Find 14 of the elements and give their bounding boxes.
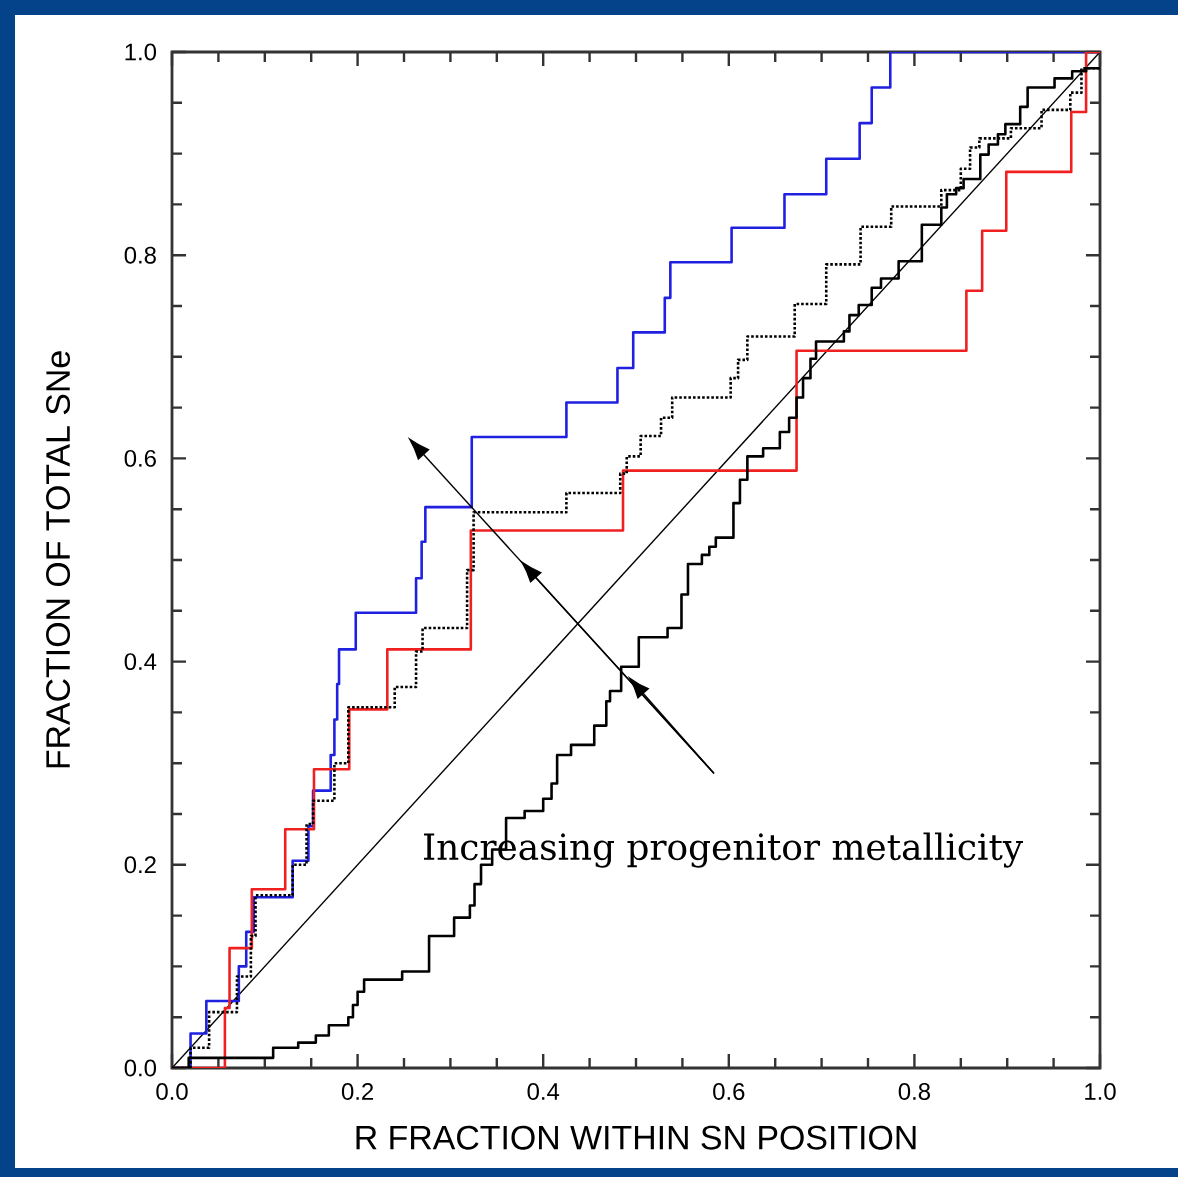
y-tick-label: 0.0	[124, 1059, 157, 1077]
y-tick-label: 0.4	[124, 653, 157, 671]
x-tick-label: 1.0	[1085, 1083, 1116, 1100]
x-tick-label: 0.8	[898, 1083, 930, 1100]
x-tick-label: 0.4	[527, 1083, 560, 1100]
x-tick-label: 0.2	[341, 1083, 374, 1100]
x-tick-label: 0.0	[156, 1083, 188, 1100]
y-tick-label: 0.2	[124, 856, 156, 874]
y-tick-label: 0.6	[124, 449, 156, 467]
x-axis-title: R FRACTION WITHIN SN POSITION	[356, 1125, 916, 1150]
x-tick-label: 0.6	[713, 1083, 745, 1100]
y-tick-label: 1.0	[125, 43, 157, 61]
y-tick-label: 0.8	[124, 246, 156, 264]
y-axis-title: FRACTION OF TOTAL SNe	[46, 351, 71, 768]
